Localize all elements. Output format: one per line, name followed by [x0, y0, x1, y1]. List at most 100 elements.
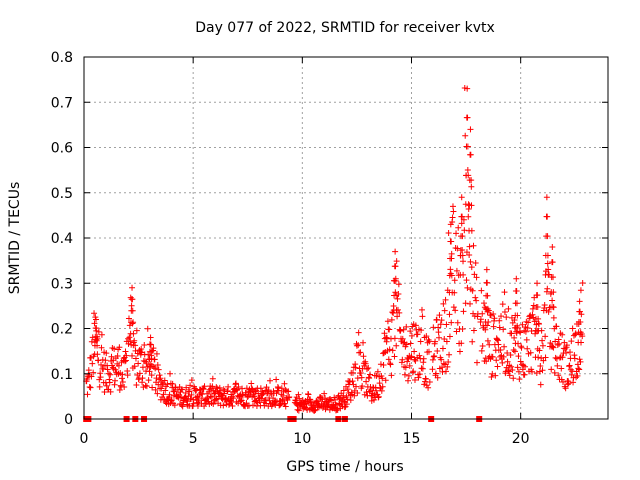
data-point — [432, 370, 439, 377]
data-point — [149, 384, 156, 391]
data-point — [469, 287, 476, 294]
data-point — [482, 326, 489, 333]
data-point — [205, 398, 212, 405]
data-point — [425, 384, 432, 391]
data-point — [448, 255, 455, 262]
data-point — [432, 338, 439, 345]
data-point — [93, 316, 100, 323]
data-point — [452, 307, 459, 314]
data-point — [453, 230, 460, 237]
data-point — [139, 375, 146, 382]
data-point — [145, 351, 152, 358]
data-point — [549, 259, 556, 266]
data-point — [384, 335, 391, 342]
data-point — [425, 348, 432, 355]
data-point — [496, 324, 503, 331]
ticks — [83, 56, 608, 420]
data-point — [238, 397, 245, 404]
data-point — [555, 372, 562, 379]
data-point — [567, 349, 574, 356]
data-point — [440, 300, 447, 307]
data-point — [530, 314, 537, 321]
data-point — [148, 348, 155, 355]
data-point — [208, 394, 215, 401]
data-point — [478, 347, 485, 354]
data-point — [563, 342, 570, 349]
data-point — [527, 349, 534, 356]
data-point — [495, 341, 502, 348]
data-point — [431, 353, 438, 360]
data-point — [86, 383, 93, 390]
data-point — [144, 325, 151, 332]
data-point — [145, 377, 152, 384]
data-point — [220, 402, 227, 409]
data-point — [456, 348, 463, 355]
data-point — [407, 340, 414, 347]
data-point — [408, 332, 415, 339]
data-point — [406, 362, 413, 369]
data-point — [147, 334, 154, 341]
data-point — [138, 349, 145, 356]
data-point — [539, 367, 546, 374]
data-point — [467, 151, 474, 158]
data-point — [536, 347, 543, 354]
data-point — [454, 245, 461, 252]
data-point — [365, 364, 372, 371]
data-point — [104, 366, 111, 373]
data-point — [468, 227, 475, 234]
data-point — [479, 342, 486, 349]
data-point — [468, 202, 475, 209]
data-point — [453, 328, 460, 335]
data-point — [438, 317, 445, 324]
data-point — [466, 243, 473, 250]
data-point — [449, 289, 456, 296]
data-point — [167, 370, 174, 377]
data-point — [210, 401, 217, 408]
data-point — [116, 344, 123, 351]
y-tick-label: 0 — [64, 412, 73, 428]
data-point — [572, 330, 579, 337]
data-point — [360, 339, 367, 346]
data-point — [522, 328, 529, 335]
data-point — [472, 259, 479, 266]
data-point — [394, 313, 401, 320]
data-point — [98, 331, 105, 338]
data-point — [507, 351, 514, 358]
data-point — [133, 381, 140, 388]
data-point — [450, 304, 457, 311]
data-point — [352, 364, 359, 371]
data-point — [434, 374, 441, 381]
data-point — [130, 319, 137, 326]
data-point — [392, 277, 399, 284]
data-point — [513, 287, 520, 294]
data-point — [257, 385, 264, 392]
data-point — [508, 330, 515, 337]
data-point — [436, 334, 443, 341]
data-point — [188, 391, 195, 398]
data-point — [449, 203, 456, 210]
data-point — [209, 383, 216, 390]
data-point — [501, 308, 508, 315]
data-point — [460, 258, 467, 265]
data-point — [480, 300, 487, 307]
data-point — [264, 388, 271, 395]
data-point — [434, 347, 441, 354]
data-point — [451, 277, 458, 284]
data-point — [576, 366, 583, 373]
data-point — [445, 230, 452, 237]
data-point — [446, 351, 453, 358]
data-point — [135, 360, 142, 367]
data-point — [182, 389, 189, 396]
data-point — [459, 213, 466, 220]
data-point — [462, 300, 469, 307]
data-point — [154, 390, 161, 397]
data-point — [537, 381, 544, 388]
data-point — [573, 374, 580, 381]
data-point — [403, 341, 410, 348]
data-point — [344, 396, 351, 403]
data-point — [459, 325, 466, 332]
data-point — [464, 143, 471, 150]
data-point — [554, 362, 561, 369]
data-point — [554, 341, 561, 348]
data-point — [550, 274, 557, 281]
